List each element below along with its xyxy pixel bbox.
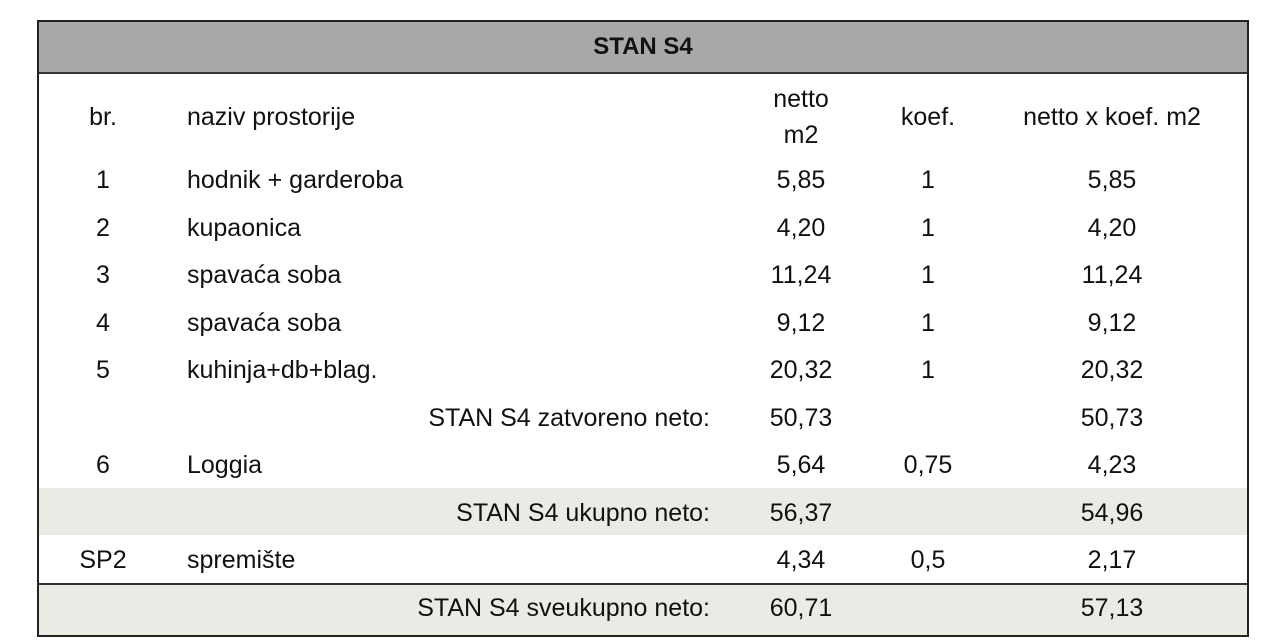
- row-shading: [39, 488, 1247, 535]
- room-name: kuhinja+db+blag.: [187, 356, 378, 384]
- coefficient: 1: [921, 261, 935, 289]
- row-number: 6: [96, 451, 110, 479]
- net-area: 5,64: [776, 451, 826, 479]
- column-header: netto x koef. m2: [1023, 103, 1201, 131]
- weighted-area: 5,85: [1087, 166, 1137, 194]
- row-number: SP2: [79, 546, 127, 574]
- room-name: spavaća soba: [187, 261, 342, 289]
- column-header: br.: [89, 103, 117, 131]
- weighted-area: 57,13: [1080, 593, 1144, 622]
- net-area: 9,12: [776, 308, 826, 337]
- net-area: 56,37: [769, 498, 833, 527]
- subtotal-label: STAN S4 ukupno neto:: [456, 498, 710, 527]
- table-title: STAN S4: [39, 22, 1247, 74]
- coefficient: 1: [921, 213, 935, 242]
- coefficient: 1: [921, 308, 935, 337]
- weighted-area: 11,24: [1081, 261, 1143, 289]
- room-name: spavaća soba: [187, 308, 342, 337]
- row-number: 1: [96, 166, 110, 194]
- column-header: naziv prostorije: [187, 103, 356, 131]
- weighted-area: 50,73: [1080, 403, 1144, 432]
- subtotal-label: STAN S4 sveukupno neto:: [417, 593, 710, 622]
- table-frame: [37, 20, 1249, 637]
- net-area: 60,71: [769, 593, 833, 622]
- row-number: 2: [96, 213, 110, 242]
- coefficient: 1: [921, 356, 935, 384]
- column-header: koef.: [900, 103, 956, 131]
- net-area: 20,32: [769, 356, 833, 384]
- row-number: 4: [96, 308, 110, 337]
- room-name: spremište: [187, 546, 296, 574]
- weighted-area: 4,23: [1087, 451, 1137, 479]
- weighted-area: 2,17: [1087, 546, 1137, 574]
- net-area: 4,20: [776, 213, 826, 242]
- weighted-area: 4,20: [1087, 213, 1137, 242]
- row-shading: [39, 583, 1247, 635]
- coefficient: 1: [921, 166, 935, 194]
- coefficient: 0,75: [903, 451, 953, 479]
- room-name: kupaonica: [187, 213, 301, 242]
- row-number: 5: [96, 356, 110, 384]
- room-name: hodnik + garderoba: [187, 166, 404, 194]
- coefficient: 0,5: [910, 546, 946, 574]
- net-area: 4,34: [776, 546, 826, 574]
- weighted-area: 9,12: [1087, 308, 1137, 337]
- net-area: 50,73: [769, 403, 833, 432]
- weighted-area: 54,96: [1080, 498, 1144, 527]
- net-area: 11,24: [770, 261, 832, 289]
- net-area: 5,85: [776, 166, 826, 194]
- row-number: 3: [96, 261, 110, 289]
- column-header: netto m2: [773, 85, 829, 149]
- subtotal-label: STAN S4 zatvoreno neto:: [428, 403, 710, 432]
- weighted-area: 20,32: [1080, 356, 1144, 384]
- room-name: Loggia: [187, 451, 263, 479]
